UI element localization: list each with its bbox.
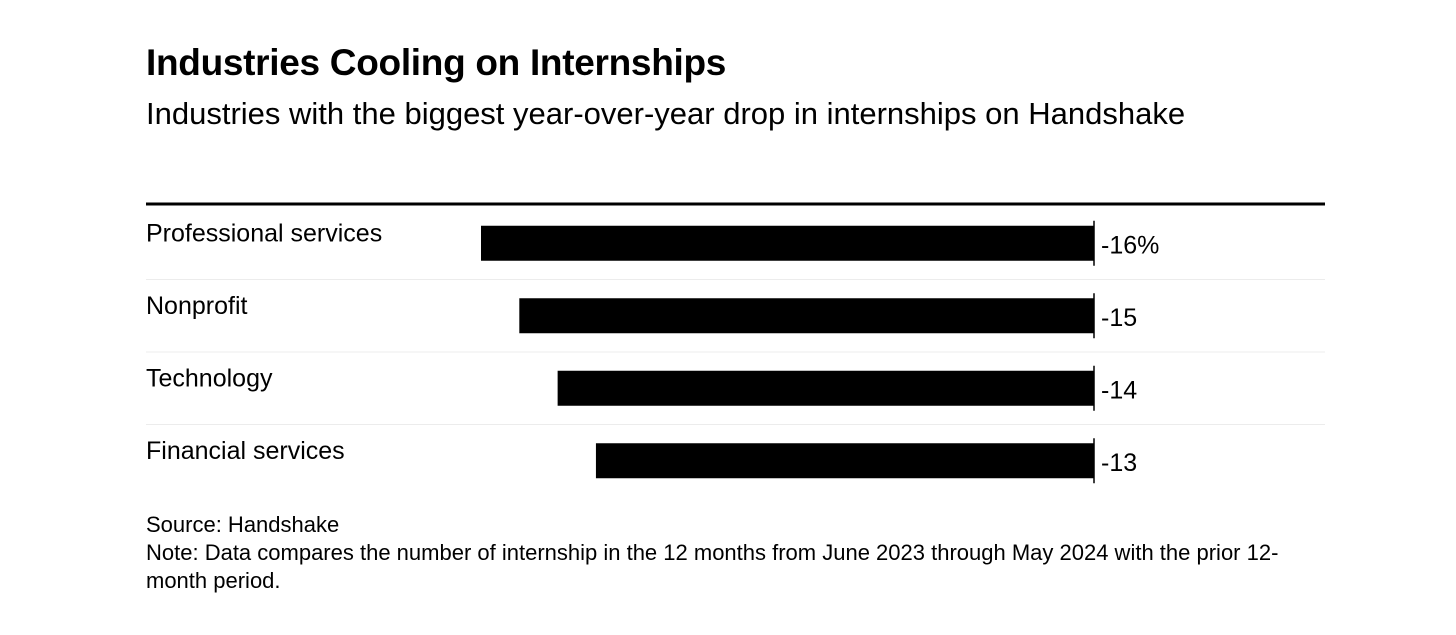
data-note: Note: Data compares the number of intern… xyxy=(146,540,1279,593)
bar xyxy=(557,370,1094,406)
category-label: Professional services xyxy=(146,219,382,247)
category-label: Nonprofit xyxy=(146,292,247,320)
category-label: Technology xyxy=(146,364,273,392)
chart-title: Industries Cooling on Internships xyxy=(146,42,727,83)
bar xyxy=(595,443,1094,479)
value-label: -16% xyxy=(1101,231,1159,259)
category-label: Financial services xyxy=(146,437,345,465)
chart-subtitle: Industries with the biggest year-over-ye… xyxy=(146,96,1186,131)
value-label: -13 xyxy=(1101,449,1137,477)
chart-footer: Source: Handshake Note: Data compares th… xyxy=(146,511,1336,595)
value-label: -15 xyxy=(1101,304,1137,332)
bar xyxy=(481,225,1094,261)
source-note: Source: Handshake xyxy=(146,512,340,537)
bar xyxy=(519,298,1094,334)
value-label: -14 xyxy=(1101,376,1137,404)
